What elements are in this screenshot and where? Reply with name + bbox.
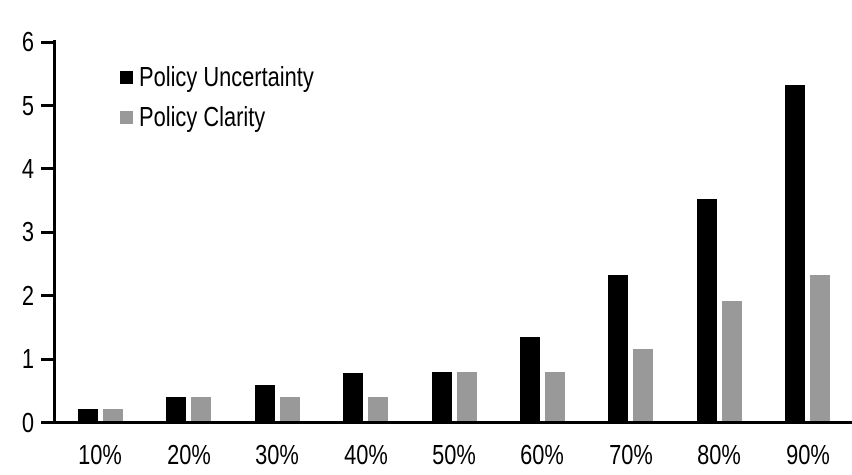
x-axis-label-60pct: 60% (520, 439, 565, 470)
legend-swatch-policy-uncertainty (120, 70, 133, 84)
y-tick-label-1: 1 (21, 343, 34, 375)
legend-item-policy-clarity: Policy Clarity (120, 103, 363, 131)
x-axis-label-10pct: 10% (78, 439, 123, 470)
bar-policy-uncertainty-50pct (431, 372, 452, 421)
bar-policy-clarity-20pct (191, 397, 212, 421)
bar-policy-clarity-70pct (633, 349, 654, 421)
x-axis-label-70pct: 70% (609, 439, 653, 470)
x-axis-line (41, 421, 852, 424)
bar-policy-uncertainty-70pct (608, 275, 629, 421)
bar-policy-clarity-40pct (368, 397, 389, 421)
x-axis-label-50pct: 50% (432, 439, 476, 470)
y-tick-0 (41, 421, 55, 424)
bar-policy-uncertainty-30pct (254, 385, 275, 421)
y-tick-label-2: 2 (21, 279, 34, 311)
y-tick-3 (41, 230, 55, 234)
y-tick-5 (41, 104, 55, 107)
bar-policy-clarity-10pct (102, 409, 123, 421)
y-tick-4 (41, 167, 55, 171)
y-tick-label-4: 4 (21, 152, 34, 184)
bar-policy-uncertainty-40pct (343, 373, 364, 421)
bar-policy-uncertainty-20pct (166, 397, 187, 421)
legend-label-policy-clarity: Policy Clarity (139, 101, 266, 132)
bar-policy-uncertainty-90pct (785, 85, 806, 421)
x-axis-label-20pct: 20% (166, 439, 211, 470)
bar-policy-clarity-50pct (456, 372, 477, 421)
legend-swatch-policy-clarity (120, 110, 133, 124)
bar-policy-uncertainty-60pct (519, 337, 540, 421)
bar-policy-clarity-30pct (279, 397, 300, 421)
y-tick-label-0: 0 (21, 406, 34, 438)
y-tick-6 (41, 40, 55, 44)
x-axis-label-80pct: 80% (697, 439, 742, 470)
legend-item-policy-uncertainty: Policy Uncertainty (120, 63, 363, 91)
legend-label-policy-uncertainty: Policy Uncertainty (139, 61, 314, 92)
y-tick-1 (41, 357, 55, 361)
y-tick-2 (41, 294, 55, 298)
x-axis-label-90pct: 90% (785, 439, 830, 470)
bar-policy-uncertainty-80pct (696, 199, 717, 421)
y-tick-label-5: 5 (21, 89, 34, 121)
bar-policy-clarity-60pct (544, 372, 565, 421)
y-tick-label-6: 6 (21, 26, 34, 58)
x-axis-label-30pct: 30% (255, 439, 299, 470)
y-tick-label-3: 3 (21, 216, 34, 248)
legend: Policy Uncertainty Policy Clarity (120, 63, 363, 143)
bar-policy-uncertainty-10pct (77, 409, 98, 421)
x-axis-label-40pct: 40% (343, 439, 388, 470)
bar-policy-clarity-80pct (721, 301, 742, 421)
bar-policy-clarity-90pct (810, 275, 831, 421)
